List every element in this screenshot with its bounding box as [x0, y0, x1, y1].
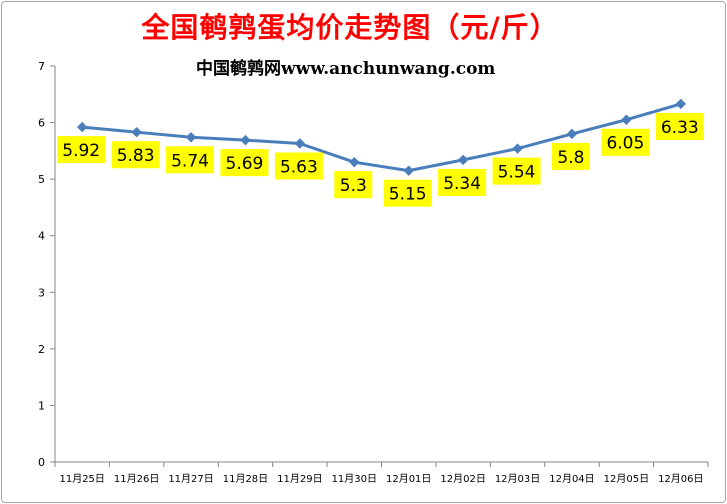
data-point-marker	[294, 138, 306, 149]
data-point-marker	[77, 121, 88, 133]
data-point-marker	[621, 114, 632, 125]
data-label-box	[274, 152, 323, 180]
y-tick-label: 6	[38, 117, 45, 130]
x-tick-label: 11月30日	[332, 473, 377, 485]
data-label-box	[111, 141, 160, 169]
y-tick-label: 2	[38, 343, 45, 356]
x-tick-label: 11月29日	[277, 473, 322, 485]
x-tick-label: 11月28日	[223, 473, 268, 485]
data-label: 5.74	[171, 151, 209, 171]
data-label: 5.63	[280, 158, 318, 178]
y-tick-label: 7	[38, 60, 45, 73]
data-point-marker	[675, 98, 686, 110]
data-label: 5.83	[117, 146, 155, 166]
data-label: 6.05	[606, 134, 644, 154]
data-point-marker	[349, 156, 360, 168]
data-label: 5.3	[340, 176, 367, 196]
data-label-box	[334, 171, 373, 199]
data-label: 5.8	[557, 148, 584, 168]
data-label-box	[655, 112, 704, 140]
x-tick-label: 12月05日	[604, 473, 649, 485]
x-tick-label: 12月06日	[658, 473, 703, 485]
data-point-marker	[403, 165, 414, 176]
data-label: 5.34	[443, 174, 481, 194]
chart-axes: 0 1 2 3 4 5 6 7 11月25日 11月26日 11月27日 11月28日 11月29日 11…	[38, 60, 709, 485]
data-point-marker	[512, 143, 523, 154]
series-line	[80, 102, 683, 173]
x-tick-label: 12月03日	[495, 473, 540, 485]
data-label: 5.69	[226, 154, 264, 174]
data-label-box	[383, 179, 432, 207]
y-tick-label: 0	[38, 456, 45, 469]
data-label: 5.92	[62, 141, 100, 161]
data-label-box	[601, 128, 650, 156]
data-label-box	[438, 168, 487, 196]
y-tick-label: 4	[38, 230, 45, 243]
chart-subtitle: 中国鹌鹑网www.anchunwang.com	[196, 59, 496, 79]
data-label-box	[166, 146, 215, 174]
data-point-marker	[240, 134, 251, 146]
x-tick-label: 11月27日	[168, 473, 213, 485]
y-tick-label: 3	[38, 286, 45, 299]
data-label-box	[492, 157, 541, 185]
y-tick-label: 5	[38, 173, 45, 186]
chart-series	[77, 98, 686, 176]
chart-title: 全国鹌鹑蛋均价走势图（元/斤）	[141, 11, 559, 44]
data-label-box	[57, 136, 106, 164]
x-tick-label: 11月26日	[114, 473, 159, 485]
x-tick-label: 11月25日	[59, 473, 104, 485]
x-tick-label: 12月02日	[440, 473, 485, 485]
data-labels: 5.92 5.83 5.74 5.69 5.63 5.3 5.15 5.34 5.54 5.8 6.…	[57, 112, 704, 207]
data-point-marker	[457, 154, 469, 166]
y-tick-label: 1	[38, 399, 45, 412]
data-label: 5.15	[389, 185, 427, 205]
data-point-marker	[131, 126, 142, 138]
data-label: 5.54	[498, 163, 536, 183]
x-tick-label: 12月01日	[386, 473, 431, 485]
data-label-box	[551, 142, 590, 170]
data-point-marker	[566, 128, 578, 140]
data-point-marker	[185, 132, 197, 143]
x-tick-label: 12月04日	[549, 473, 594, 485]
data-label: 6.33	[661, 118, 699, 138]
data-label-box	[220, 149, 269, 177]
